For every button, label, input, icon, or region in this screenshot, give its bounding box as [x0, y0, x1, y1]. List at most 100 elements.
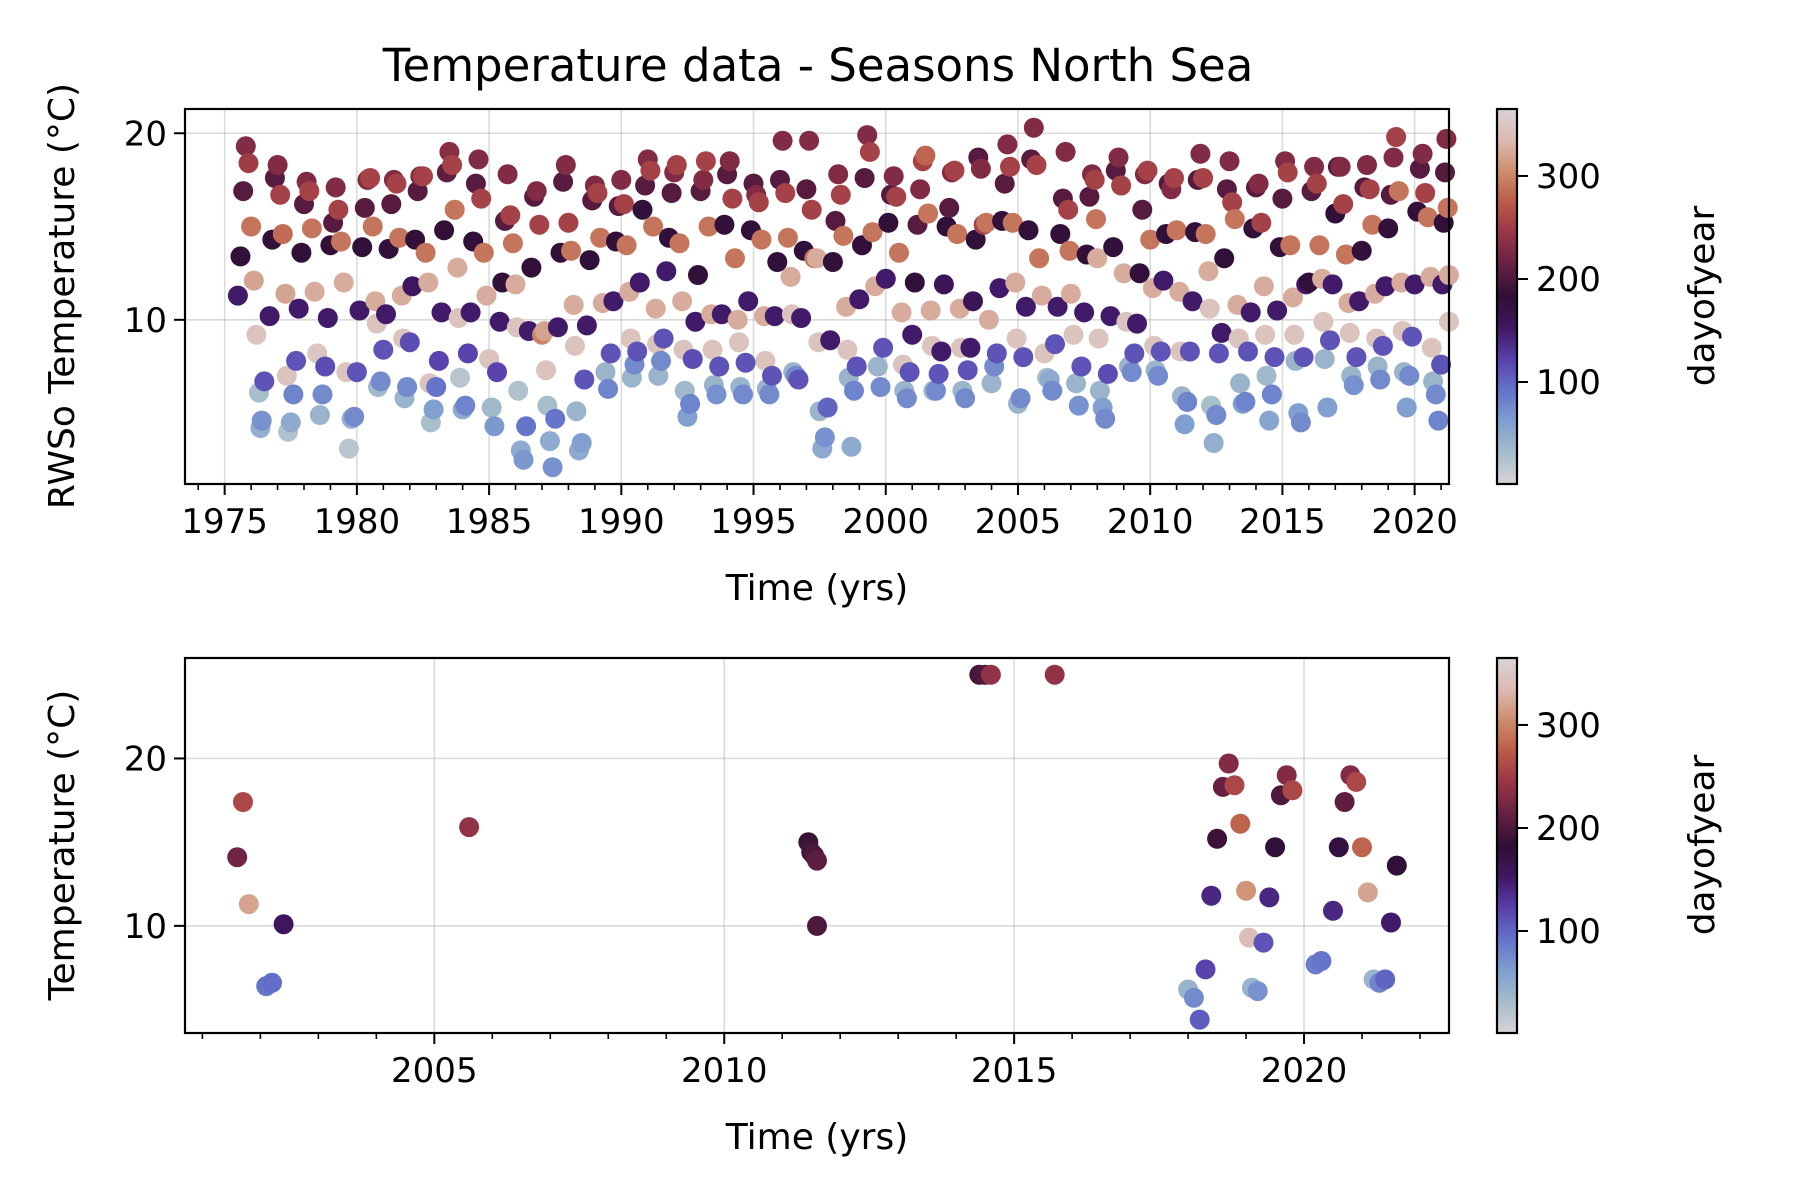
data-point — [1201, 885, 1222, 906]
data-point — [862, 222, 883, 243]
data-point — [1272, 188, 1293, 209]
top-x-ticks: 1975 1980 1985 1990 1995 2000 2005 2010 2015 2020 — [181, 484, 1458, 542]
data-point — [1349, 291, 1370, 312]
data-point — [555, 155, 576, 175]
data-point — [706, 384, 727, 405]
data-point — [1259, 410, 1280, 431]
data-point — [423, 399, 444, 420]
data-point — [227, 847, 248, 868]
x-tick-label: 2015 — [1239, 502, 1326, 542]
data-point — [682, 349, 703, 369]
data-point — [1330, 156, 1351, 177]
data-point — [1375, 276, 1396, 297]
data-point — [565, 335, 585, 356]
data-point — [656, 261, 677, 282]
data-point — [434, 220, 455, 241]
data-point — [1121, 362, 1142, 383]
data-point — [1199, 298, 1220, 319]
top-colorbar: 100 200 300 dayofyear — [1495, 107, 1723, 486]
data-point — [1351, 240, 1372, 261]
data-point — [1031, 285, 1052, 306]
data-point — [561, 240, 582, 261]
data-point — [632, 199, 653, 220]
data-point — [1023, 117, 1044, 138]
data-point — [275, 283, 296, 304]
data-point — [1352, 837, 1372, 858]
data-point — [1132, 199, 1153, 220]
data-point — [1195, 224, 1216, 244]
data-point — [1211, 322, 1232, 343]
data-point — [727, 309, 748, 330]
data-point — [413, 166, 433, 187]
data-point — [725, 248, 745, 269]
data-point — [529, 214, 550, 235]
data-point — [1190, 143, 1211, 164]
data-point — [1265, 837, 1286, 858]
data-point — [1015, 296, 1036, 317]
data-point — [235, 136, 256, 157]
data-point — [267, 155, 288, 175]
data-point — [1343, 375, 1364, 396]
data-point — [896, 388, 917, 409]
data-point — [1124, 343, 1145, 364]
data-point — [468, 149, 489, 170]
top-colorbar-gradient — [1497, 109, 1517, 484]
data-point — [545, 408, 566, 429]
data-point — [312, 384, 333, 405]
top-points — [227, 117, 1459, 478]
data-point — [233, 181, 254, 202]
data-point — [978, 309, 999, 330]
data-point — [1381, 912, 1401, 933]
data-point — [1042, 380, 1063, 401]
bottom-points — [227, 664, 1407, 1030]
x-tick-label: 2010 — [1107, 502, 1194, 542]
data-point — [1259, 887, 1280, 908]
data-point — [1372, 335, 1393, 356]
data-point — [600, 343, 621, 364]
x-tick-label: 1975 — [181, 502, 268, 542]
data-point — [899, 362, 920, 383]
data-point — [1436, 128, 1457, 149]
data-point — [521, 257, 542, 278]
data-point — [854, 168, 875, 188]
data-point — [1425, 384, 1446, 405]
data-point — [989, 278, 1010, 299]
data-point — [1359, 179, 1380, 200]
x-tick-label: 2010 — [681, 1051, 768, 1091]
data-point — [994, 173, 1015, 194]
data-point — [386, 173, 407, 194]
data-point — [381, 194, 402, 215]
data-point — [1304, 156, 1325, 177]
data-point — [442, 155, 463, 175]
data-point — [1306, 173, 1327, 194]
data-point — [254, 371, 275, 392]
data-point — [1417, 207, 1438, 228]
data-point — [729, 332, 749, 353]
data-point — [1388, 181, 1409, 202]
data-point — [1088, 328, 1109, 349]
data-point — [376, 304, 396, 325]
data-point — [857, 125, 878, 146]
data-point — [767, 252, 788, 272]
data-point — [227, 285, 248, 306]
data-point — [735, 352, 756, 373]
data-point — [1095, 408, 1116, 429]
x-tick-label: 1990 — [578, 502, 665, 542]
data-point — [476, 285, 497, 306]
data-point — [822, 252, 843, 272]
data-point — [669, 233, 690, 254]
data-point — [1029, 248, 1050, 269]
data-point — [1421, 337, 1442, 358]
data-point — [1183, 987, 1204, 1008]
data-point — [648, 365, 669, 386]
data-point — [1063, 324, 1084, 345]
data-point — [1264, 347, 1285, 368]
data-point — [333, 272, 354, 293]
data-point — [547, 317, 568, 338]
data-point — [719, 151, 740, 172]
data-point — [331, 231, 351, 252]
data-point — [1177, 391, 1198, 412]
data-point — [304, 281, 325, 302]
data-point — [830, 184, 851, 205]
data-point — [315, 356, 336, 377]
